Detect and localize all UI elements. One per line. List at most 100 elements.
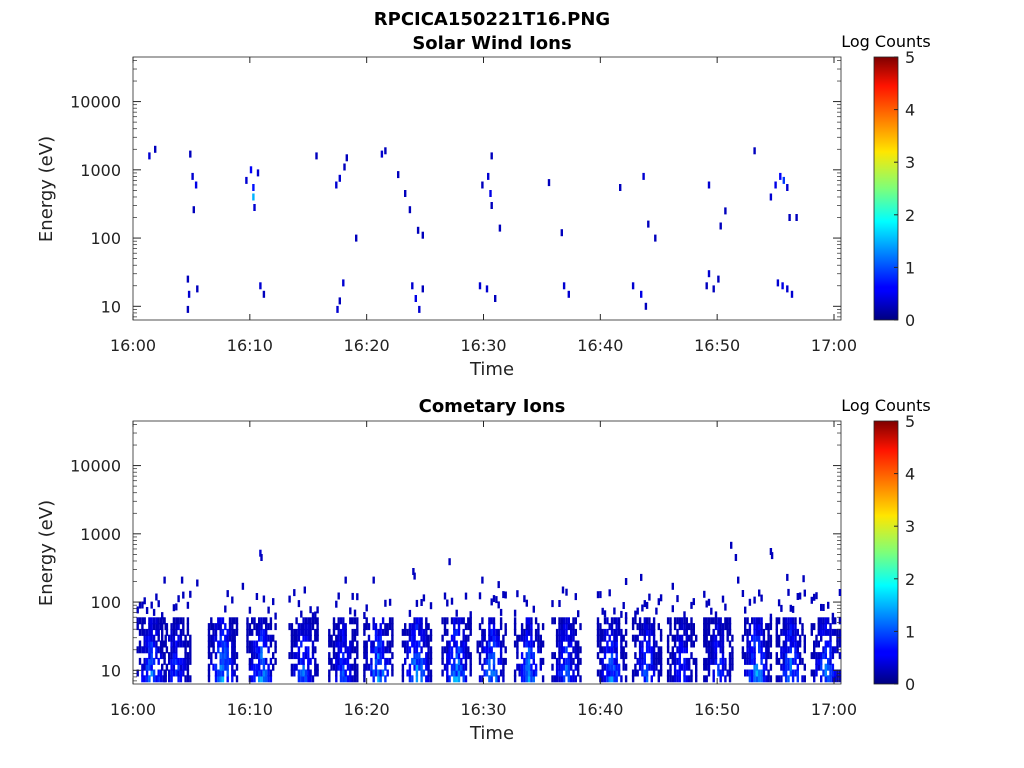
heatmap-cell [372,576,375,584]
heatmap-cell [659,628,663,636]
heatmap-cell [374,628,378,636]
heatmap-cell [170,669,173,677]
heatmap-cell [186,601,190,609]
heatmap-cell [562,657,566,665]
heatmap-cell [798,634,802,642]
heatmap-cell [719,634,722,642]
heatmap-cell [356,669,359,677]
heatmap-cell [416,226,420,234]
heatmap-cell [231,657,234,665]
heatmap-cell [610,640,614,648]
heatmap-cell [172,617,176,625]
heatmap-cell [539,634,542,642]
heatmap-cell [221,657,225,665]
heatmap-cell [717,617,720,625]
heatmap-cell [450,663,454,671]
heatmap-cell [755,628,759,636]
heatmap-cell [596,591,600,599]
heatmap-cell [652,640,656,648]
heatmap-cell [574,646,577,654]
heatmap-cell [441,646,444,654]
heatmap-cell [460,640,463,648]
heatmap-cell [527,652,531,660]
heatmap-cell [705,634,708,642]
heatmap-cell [596,634,600,642]
heatmap-cell [455,628,458,636]
heatmap-cell [520,663,524,671]
heatmap-cell [767,646,770,654]
heatmap-cell [311,675,315,683]
heatmap-cell [523,634,526,642]
heatmap-cell [344,576,347,584]
heatmap-cell [335,640,338,648]
heatmap-cell [624,612,628,620]
heatmap-cell [820,663,823,671]
heatmap-cell [657,675,660,683]
heatmap-cell [565,617,568,625]
heatmap-cell [478,675,482,683]
heatmap-cell [391,617,394,625]
heatmap-cell [248,663,252,671]
heatmap-cell [838,669,842,677]
heatmap-cell [502,669,505,677]
heatmap-cell [504,623,507,631]
heatmap-cell [603,663,607,671]
heatmap-cell [788,214,791,221]
heatmap-cell [462,675,465,683]
heatmap-cell [172,604,176,612]
heatmap-cell [453,663,456,671]
heatmap-cell [217,675,220,683]
heatmap-cell [219,640,222,648]
heatmap-cell [527,646,531,654]
heatmap-cell [386,657,389,665]
heatmap-cell [172,657,176,665]
heatmap-cell [796,675,799,683]
heatmap-cell [555,640,559,648]
heatmap-cell [690,640,693,648]
heatmap-cell [386,669,389,677]
heatmap-cell [748,657,752,665]
heatmap-cell [685,617,688,625]
heatmap-cell [381,617,385,625]
heatmap-cell [527,669,531,677]
heatmap-cell [148,646,151,654]
heatmap-cell [297,669,301,677]
heatmap-cell [163,669,166,677]
heatmap-cell [302,617,305,625]
heatmap-cell [603,646,607,654]
heatmap-cell [537,628,540,636]
heatmap-cell [172,628,176,636]
heatmap-cell [703,590,706,598]
heatmap-cell [272,663,275,671]
heatmap-cell [714,634,718,642]
heatmap-cell [683,669,686,677]
heatmap-cell [420,623,423,631]
heatmap-cell [613,617,616,625]
heatmap-cell [165,628,169,636]
heatmap-cell [290,640,294,648]
heatmap-cell [650,646,653,654]
heatmap-cell [561,586,565,594]
heatmap-cell [258,634,261,642]
heatmap-cell [650,657,653,665]
heatmap-cell [377,675,380,683]
y-tick-label: 1000 [80,525,121,544]
heatmap-cell [831,617,835,625]
heatmap-cell [748,669,752,677]
heatmap-cell [152,608,156,616]
heatmap-cell [462,640,465,648]
heatmap-cell [269,669,273,677]
heatmap-cell [760,646,763,654]
heatmap-cell [293,589,296,597]
heatmap-cell [608,634,611,642]
heatmap-cell [659,646,663,654]
heatmap-cell [401,640,405,648]
heatmap-cell [666,617,670,625]
heatmap-cell [189,634,192,642]
heatmap-cell [822,604,825,611]
heatmap-cell [170,640,173,648]
heatmap-cell [370,640,373,648]
heatmap-cell [678,652,681,660]
heatmap-cell [172,640,176,648]
heatmap-cell [789,628,792,636]
